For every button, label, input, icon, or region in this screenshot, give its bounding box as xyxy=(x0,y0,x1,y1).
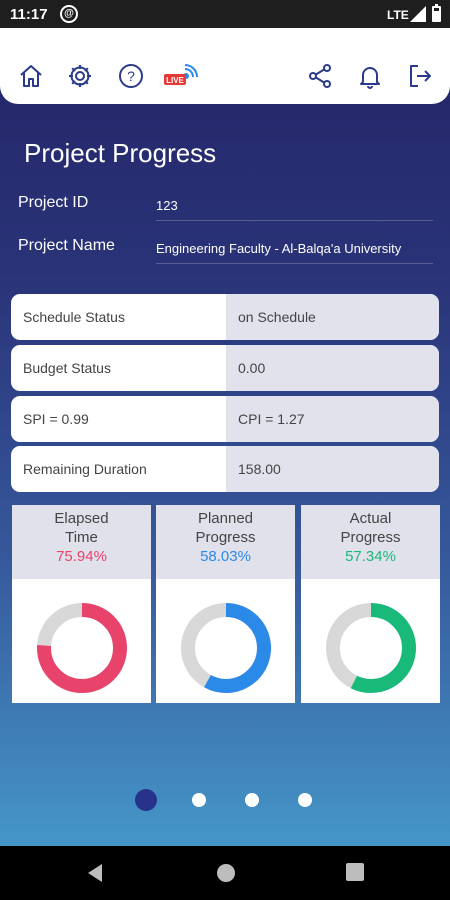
card-title-line2: Time xyxy=(65,529,98,546)
project-id-value: 123 xyxy=(156,191,433,221)
card-title-line1: Elapsed xyxy=(54,510,109,527)
actual-progress-donut xyxy=(326,603,416,693)
elapsed-time-donut xyxy=(37,603,127,693)
card-percent: 58.03% xyxy=(200,548,251,565)
schedule-status-row: Schedule Status on Schedule xyxy=(11,294,439,340)
gear-icon[interactable] xyxy=(67,63,93,89)
bell-icon[interactable] xyxy=(357,63,383,89)
live-icon[interactable]: LIVE xyxy=(163,63,199,89)
pager-dot[interactable] xyxy=(298,793,312,807)
live-badge-text: LIVE xyxy=(166,76,184,85)
status-row-label: Remaining Duration xyxy=(23,461,147,477)
back-icon[interactable] xyxy=(86,863,104,883)
help-icon[interactable]: ? xyxy=(118,63,144,89)
card-title-line2: Progress xyxy=(195,529,256,546)
home-nav-icon[interactable] xyxy=(216,863,236,883)
donut-progress-arc xyxy=(181,603,271,693)
donut-progress-arc xyxy=(326,603,416,693)
card-percent: 57.34% xyxy=(345,548,396,565)
donut-progress-arc xyxy=(37,603,127,693)
planned-progress-donut xyxy=(181,603,271,693)
card-header: Actual Progress 57.34% xyxy=(301,505,440,579)
pager-dot[interactable] xyxy=(245,793,259,807)
status-row-label: Schedule Status xyxy=(23,309,125,325)
card-title-line1: Actual xyxy=(349,510,392,527)
spi-value: SPI = 0.99 xyxy=(23,411,89,427)
share-icon[interactable] xyxy=(307,63,333,89)
network-type: LTE xyxy=(387,8,409,22)
app-notification-icon: @ xyxy=(60,5,78,23)
top-toolbar: ? LIVE xyxy=(0,28,450,104)
remaining-duration-row: Remaining Duration 158.00 xyxy=(11,446,439,492)
status-row-value: 0.00 xyxy=(226,345,439,391)
card-title-line2: Progress xyxy=(340,529,401,546)
card-header: Planned Progress 58.03% xyxy=(156,505,295,579)
elapsed-time-card: Elapsed Time 75.94% xyxy=(12,505,151,703)
signal-icon xyxy=(410,6,426,22)
project-name-value: Engineering Faculty - Al-Balqa'a Univers… xyxy=(156,234,433,264)
pager-dot[interactable] xyxy=(192,793,206,807)
card-percent: 75.94% xyxy=(56,548,107,565)
status-time: 11:17 xyxy=(10,6,48,23)
status-row-value: on Schedule xyxy=(226,294,439,340)
cpi-value: CPI = 1.27 xyxy=(226,396,439,442)
actual-progress-card: Actual Progress 57.34% xyxy=(301,505,440,703)
page-title: Project Progress xyxy=(24,138,217,168)
system-nav-bar xyxy=(0,846,450,900)
card-header: Elapsed Time 75.94% xyxy=(12,505,151,579)
pager-dot-active[interactable] xyxy=(135,789,157,811)
battery-icon xyxy=(432,4,441,22)
project-name-label: Project Name xyxy=(18,237,115,254)
budget-status-row: Budget Status 0.00 xyxy=(11,345,439,391)
main-content: ? LIVE xyxy=(0,28,450,846)
status-bar: 11:17 @ LTE xyxy=(0,0,450,28)
status-row-label: Budget Status xyxy=(23,360,111,376)
planned-progress-card: Planned Progress 58.03% xyxy=(156,505,295,703)
svg-text:?: ? xyxy=(127,68,135,84)
spi-cpi-row: SPI = 0.99 CPI = 1.27 xyxy=(11,396,439,442)
status-row-value: 158.00 xyxy=(226,446,439,492)
home-icon[interactable] xyxy=(18,63,44,89)
recents-icon[interactable] xyxy=(346,863,364,881)
project-id-label: Project ID xyxy=(18,194,89,211)
card-title-line1: Planned xyxy=(197,510,254,527)
logout-icon[interactable] xyxy=(407,63,433,89)
